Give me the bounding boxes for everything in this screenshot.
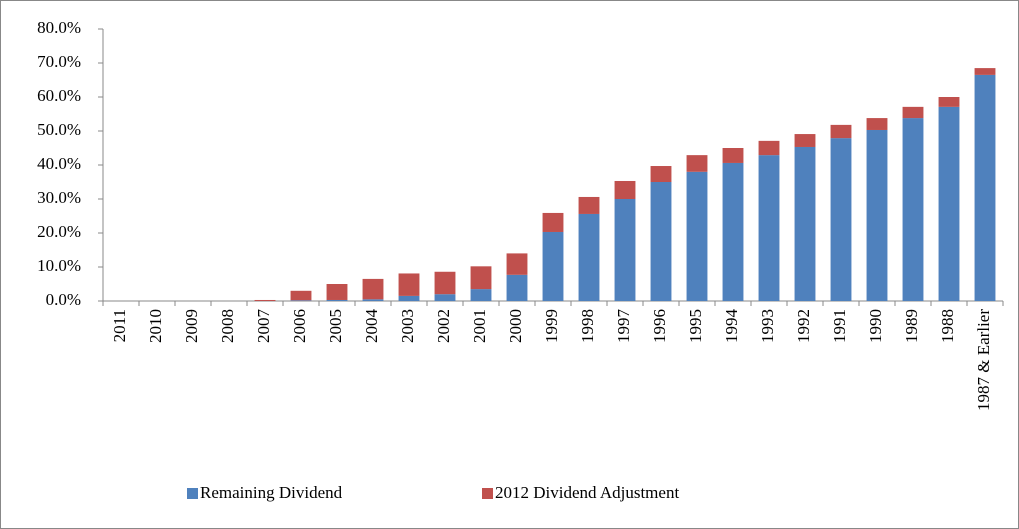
x-tick-label: 2006 <box>290 309 309 343</box>
bar-segment <box>794 134 816 147</box>
bar-segment <box>434 294 456 301</box>
bar-segment <box>686 155 708 172</box>
bar-segment <box>938 97 960 107</box>
x-tick-label: 1993 <box>758 309 777 343</box>
y-tick-label: 40.0% <box>37 154 81 173</box>
y-tick-label: 70.0% <box>37 52 81 71</box>
bar-segment <box>830 124 852 139</box>
y-tick-label: 80.0% <box>37 18 81 37</box>
bar-segment <box>938 106 960 301</box>
x-tick-label: 1988 <box>938 309 957 343</box>
bar-segment <box>794 146 816 301</box>
bar-segment <box>254 299 276 301</box>
x-tick-label: 1990 <box>866 309 885 343</box>
bar-segment <box>614 199 636 301</box>
bar-segment <box>758 155 780 301</box>
bar-segment <box>506 253 528 275</box>
x-tick-label: 1998 <box>578 309 597 343</box>
x-tick-label: 2003 <box>398 309 417 343</box>
x-tick-label: 1989 <box>902 309 921 343</box>
bar-segment <box>542 231 564 301</box>
bar-segment <box>290 290 312 301</box>
x-tick-label: 2007 <box>254 309 273 344</box>
bar-segment <box>326 284 348 300</box>
bar-segment <box>506 274 528 301</box>
bar-segment <box>974 68 996 75</box>
x-tick-label: 1991 <box>830 309 849 343</box>
bar-segment <box>902 106 924 119</box>
x-tick-label: 1999 <box>542 309 561 343</box>
y-tick-label: 60.0% <box>37 86 81 105</box>
bar-segment <box>362 299 384 301</box>
bar-segment <box>722 162 744 301</box>
bar-segment <box>974 74 996 302</box>
y-tick-label: 20.0% <box>37 222 81 241</box>
x-tick-label: 1997 <box>614 309 633 344</box>
bar-segment <box>578 213 600 301</box>
bar-segment <box>722 148 744 163</box>
legend-label: 2012 Dividend Adjustment <box>495 483 679 502</box>
bar-segment <box>614 180 636 199</box>
bar-segment <box>578 196 600 214</box>
y-tick-label: 30.0% <box>37 188 81 207</box>
x-tick-label: 2008 <box>218 309 237 343</box>
bar-segment <box>326 299 348 301</box>
bar-segment <box>470 266 492 290</box>
bar-segment <box>470 289 492 301</box>
bar-segment <box>686 171 708 301</box>
x-tick-label: 2005 <box>326 309 345 343</box>
y-tick-label: 50.0% <box>37 120 81 139</box>
y-tick-label: 0.0% <box>46 290 81 309</box>
x-tick-label: 1994 <box>722 309 741 344</box>
x-tick-label: 2001 <box>470 309 489 343</box>
bar-segment <box>542 212 564 232</box>
x-tick-label: 2002 <box>434 309 453 343</box>
bar-segment <box>902 118 924 301</box>
bar-segment <box>830 138 852 301</box>
x-tick-label: 2011 <box>110 309 129 342</box>
bar-segment <box>434 271 456 295</box>
bar-segment <box>362 278 384 300</box>
legend-swatch <box>187 488 198 499</box>
bar-segment <box>398 295 420 301</box>
bar-segment <box>758 140 780 156</box>
x-tick-label: 2004 <box>362 309 381 344</box>
y-tick-label: 10.0% <box>37 256 81 275</box>
bar-segment <box>866 118 888 130</box>
x-tick-label: 1992 <box>794 309 813 343</box>
x-tick-label: 1996 <box>650 309 669 343</box>
x-tick-label: 2000 <box>506 309 525 343</box>
x-tick-label: 2009 <box>182 309 201 343</box>
bar-segment <box>398 273 420 296</box>
bar-segment <box>290 300 312 301</box>
bar-segment <box>866 129 888 301</box>
x-tick-label: 2010 <box>146 309 165 343</box>
x-tick-label: 1987 & Earlier <box>974 309 993 411</box>
bar-segment <box>650 182 672 301</box>
x-tick-label: 1995 <box>686 309 705 343</box>
legend-label: Remaining Dividend <box>200 483 343 502</box>
legend-swatch <box>482 488 493 499</box>
bar-segment <box>650 166 672 182</box>
